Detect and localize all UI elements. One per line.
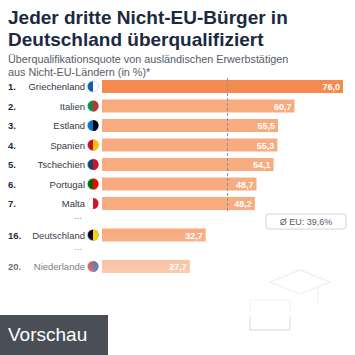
flag-icon — [88, 159, 99, 170]
rank-label: 2. — [8, 101, 16, 112]
data-label: 55,5 — [257, 121, 275, 131]
fade — [0, 232, 355, 317]
bar — [102, 80, 343, 93]
bar — [102, 139, 277, 152]
annotation-box — [266, 214, 346, 229]
subtitle: Überqualifikationsquote von ausländische… — [8, 53, 288, 78]
category-label: Italien — [60, 101, 85, 112]
category-label: Tschechien — [37, 159, 85, 170]
flag-icon — [88, 179, 99, 190]
rank-label: 5. — [8, 159, 16, 170]
data-label: 55,3 — [257, 141, 275, 151]
data-label: 60,7 — [274, 102, 292, 112]
flag-icon — [88, 198, 99, 209]
flag-icon — [88, 101, 99, 112]
rank-label: 3. — [8, 120, 16, 131]
preview-label: Vorschau — [8, 324, 87, 345]
preview-box — [0, 315, 108, 355]
rank-label: 7. — [8, 198, 16, 209]
rank-label: 6. — [8, 179, 16, 190]
flag-icon — [88, 81, 99, 92]
bar — [102, 100, 294, 113]
bar — [102, 119, 278, 132]
flag-icon — [88, 140, 99, 151]
data-label: 48,7 — [236, 180, 254, 190]
rank-label: 1. — [8, 81, 16, 92]
category-label: Estland — [53, 120, 85, 131]
separator: ... — [74, 211, 82, 221]
annotation: Ø EU: 39,6% — [280, 217, 333, 227]
title: Jeder dritte Nicht-EU-Bürger inDeutschla… — [8, 7, 288, 50]
category-label: Griechenland — [28, 81, 85, 92]
bar — [102, 158, 274, 171]
average-line — [227, 78, 228, 212]
category-label: Spanien — [50, 140, 85, 151]
data-label: 54,1 — [253, 160, 271, 170]
data-label: 76,0 — [322, 82, 340, 92]
category-label: Portugal — [50, 179, 85, 190]
category-label: Malta — [62, 198, 86, 209]
bar — [102, 178, 256, 191]
bar — [102, 197, 255, 210]
chart: Jeder dritte Nicht-EU-Bürger inDeutschla… — [0, 0, 355, 355]
flag-icon — [88, 120, 99, 131]
rank-label: 4. — [8, 140, 16, 151]
data-label: 48,2 — [234, 199, 252, 209]
